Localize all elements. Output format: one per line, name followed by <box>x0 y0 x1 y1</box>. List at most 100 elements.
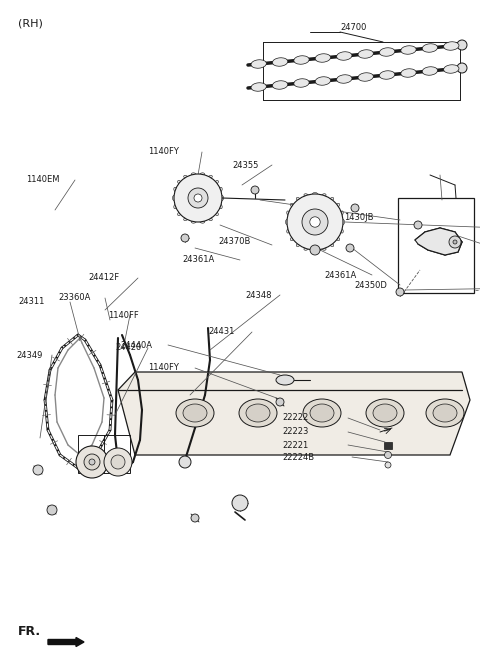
Ellipse shape <box>296 243 301 247</box>
Ellipse shape <box>251 60 266 68</box>
Circle shape <box>84 454 100 470</box>
Ellipse shape <box>246 404 270 422</box>
Circle shape <box>457 40 467 50</box>
Ellipse shape <box>286 220 288 224</box>
Text: 24361A: 24361A <box>324 271 356 279</box>
Text: 22222: 22222 <box>282 414 308 422</box>
Ellipse shape <box>401 69 416 77</box>
Ellipse shape <box>366 399 404 427</box>
Circle shape <box>384 451 392 459</box>
Text: (RH): (RH) <box>18 18 43 28</box>
Ellipse shape <box>358 73 373 81</box>
Ellipse shape <box>321 194 326 197</box>
Ellipse shape <box>184 176 188 179</box>
Text: 22221: 22221 <box>282 440 308 449</box>
Circle shape <box>351 204 359 212</box>
Ellipse shape <box>433 404 457 422</box>
Circle shape <box>457 63 467 73</box>
Ellipse shape <box>341 220 345 224</box>
Circle shape <box>89 459 95 465</box>
Polygon shape <box>415 228 462 255</box>
Ellipse shape <box>340 211 343 216</box>
Polygon shape <box>118 372 470 455</box>
Ellipse shape <box>174 204 177 209</box>
Circle shape <box>346 244 354 252</box>
Bar <box>398 198 474 293</box>
Ellipse shape <box>287 228 290 233</box>
Circle shape <box>287 194 343 250</box>
Ellipse shape <box>192 173 196 176</box>
Ellipse shape <box>273 81 288 89</box>
Text: 24361A: 24361A <box>182 255 214 265</box>
Circle shape <box>111 455 125 469</box>
Ellipse shape <box>219 187 222 192</box>
Bar <box>78 435 130 473</box>
Text: 1140EM: 1140EM <box>26 176 60 185</box>
Text: 22223: 22223 <box>282 428 308 436</box>
Ellipse shape <box>310 404 334 422</box>
Ellipse shape <box>379 71 395 79</box>
Circle shape <box>310 245 320 255</box>
Ellipse shape <box>329 243 334 247</box>
Ellipse shape <box>358 50 373 58</box>
Ellipse shape <box>200 220 204 223</box>
Ellipse shape <box>183 404 207 422</box>
Circle shape <box>104 448 132 476</box>
Ellipse shape <box>200 173 204 176</box>
Ellipse shape <box>312 249 317 251</box>
Ellipse shape <box>178 180 181 185</box>
Circle shape <box>194 194 202 202</box>
FancyArrow shape <box>48 638 84 647</box>
Ellipse shape <box>312 193 317 195</box>
Text: 24348: 24348 <box>245 290 272 300</box>
Text: 24412F: 24412F <box>88 273 119 282</box>
Text: 1430JB: 1430JB <box>344 213 373 222</box>
Circle shape <box>449 236 461 248</box>
Ellipse shape <box>239 399 277 427</box>
Ellipse shape <box>276 375 294 385</box>
Ellipse shape <box>208 176 212 179</box>
Text: 24349: 24349 <box>16 350 42 360</box>
Circle shape <box>414 221 422 229</box>
Ellipse shape <box>379 48 395 56</box>
Ellipse shape <box>290 236 294 241</box>
Ellipse shape <box>304 247 309 250</box>
Ellipse shape <box>304 194 309 197</box>
Ellipse shape <box>303 399 341 427</box>
Text: 24440A: 24440A <box>120 341 152 350</box>
Ellipse shape <box>296 197 301 201</box>
Ellipse shape <box>251 82 266 91</box>
Ellipse shape <box>444 42 459 50</box>
Ellipse shape <box>294 79 309 87</box>
Bar <box>384 442 392 449</box>
Ellipse shape <box>215 180 218 185</box>
Circle shape <box>302 209 328 235</box>
Circle shape <box>453 240 457 244</box>
Circle shape <box>188 188 208 208</box>
Circle shape <box>107 463 117 473</box>
Text: 22224B: 22224B <box>282 453 314 463</box>
Text: 24700: 24700 <box>340 24 366 32</box>
Circle shape <box>396 288 404 296</box>
Ellipse shape <box>426 399 464 427</box>
Ellipse shape <box>336 75 352 83</box>
Ellipse shape <box>336 236 339 241</box>
Text: 24370B: 24370B <box>218 238 251 246</box>
Text: 24431: 24431 <box>208 327 234 337</box>
Ellipse shape <box>336 203 339 208</box>
Ellipse shape <box>215 211 218 216</box>
Text: 1140FF: 1140FF <box>108 310 139 319</box>
Ellipse shape <box>290 203 294 208</box>
Ellipse shape <box>444 65 459 73</box>
Text: 1140FY: 1140FY <box>148 364 179 372</box>
Circle shape <box>47 505 57 515</box>
Ellipse shape <box>315 77 331 85</box>
Ellipse shape <box>178 211 181 216</box>
Ellipse shape <box>401 46 416 54</box>
Ellipse shape <box>219 204 222 209</box>
Text: 23360A: 23360A <box>58 294 90 302</box>
Ellipse shape <box>340 228 343 233</box>
Circle shape <box>232 495 248 511</box>
Text: 24420: 24420 <box>115 343 141 352</box>
Ellipse shape <box>373 404 397 422</box>
